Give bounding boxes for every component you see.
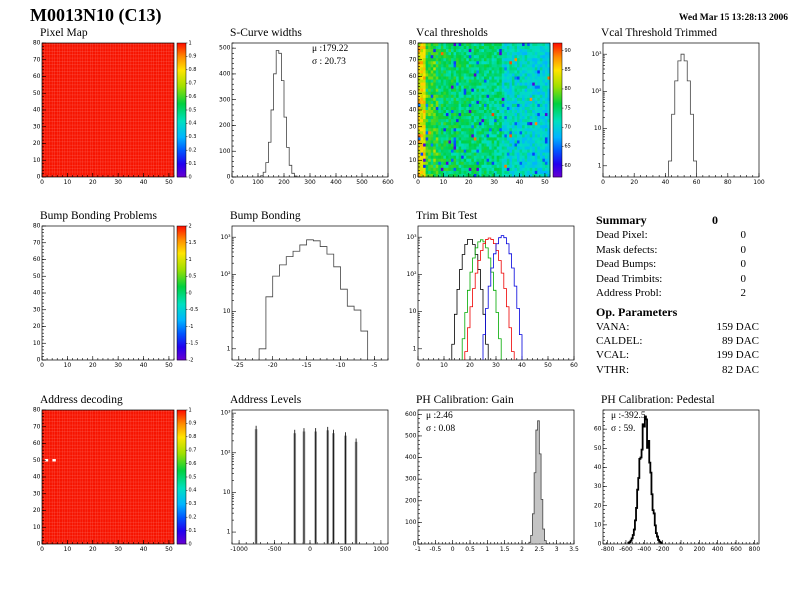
- panel-bump-bonding: Bump Bonding: [218, 210, 408, 380]
- op-label: VTHR:: [596, 363, 629, 376]
- panel-scurve-widths: S-Curve widths μ :179.22 σ : 20.73: [218, 27, 408, 197]
- summary-label: Dead Bumps:: [596, 258, 657, 271]
- summary-title: Summary: [596, 213, 647, 227]
- bump-bonding-plot: [218, 223, 404, 375]
- address-decoding-plot: [28, 407, 214, 559]
- plot-title: Address decoding: [40, 394, 123, 406]
- summary-value: 0: [740, 272, 747, 285]
- summary-row: Mask defects: 0: [596, 243, 746, 258]
- page-title: M0013N10 (C13): [30, 5, 162, 25]
- op-row: VCAL: 199 DAC: [596, 348, 759, 362]
- panel-address-levels: Address Levels: [218, 394, 408, 564]
- op-label: CALDEL:: [596, 335, 643, 348]
- summary-label: Dead Pixel:: [596, 229, 648, 241]
- summary-label: Mask defects:: [596, 243, 658, 256]
- panel-bump-problems: Bump Bonding Problems: [28, 210, 218, 380]
- stat-mu: μ :-392.5: [611, 411, 646, 421]
- plot-title: Address Levels: [230, 394, 302, 406]
- bump-problems-plot: [28, 223, 214, 375]
- plot-title: PH Calibration: Gain: [416, 394, 514, 406]
- panel-summary: Summary 0 Dead Pixel: 0 Mask defects: 0 …: [596, 213, 786, 383]
- op-row: VTHR: 82 DAC: [596, 363, 759, 377]
- plot-title: Vcal thresholds: [416, 27, 488, 39]
- summary-value: 2: [740, 287, 747, 300]
- op-value: 89 DAC: [722, 335, 759, 348]
- panel-trim-bit-test: Trim Bit Test: [404, 210, 594, 380]
- stat-sigma: σ : 0.08: [426, 424, 456, 434]
- panel-vcal-thresholds: Vcal thresholds: [404, 27, 594, 197]
- ph-gain-plot: [404, 407, 590, 559]
- scurve-widths-plot: [218, 40, 404, 192]
- panel-vcal-trimmed: Vcal Threshold Trimmed: [589, 27, 779, 197]
- timestamp: Wed Mar 15 13:28:13 2006: [678, 13, 788, 23]
- vcal-thresholds-plot: [404, 40, 590, 192]
- stat-sigma: σ : 20.73: [312, 57, 346, 67]
- summary-label: Dead Trimbits:: [596, 272, 663, 285]
- panel-ph-pedestal: PH Calibration: Pedestal μ :-392.5 σ : 5…: [589, 394, 779, 564]
- summary-value: 0: [740, 229, 747, 241]
- stats-box: μ :-392.5 σ : 59.: [611, 410, 646, 436]
- op-label: VANA:: [596, 320, 630, 333]
- trim-bit-test-plot: [404, 223, 590, 375]
- op-value: 159 DAC: [716, 320, 759, 333]
- ph-pedestal-plot: [589, 407, 775, 559]
- summary-total: 0: [712, 213, 718, 227]
- op-value: 82 DAC: [722, 363, 759, 376]
- plot-title: S-Curve widths: [230, 27, 302, 39]
- summary-row: Dead Trimbits: 0: [596, 272, 746, 287]
- summary-value: 0: [740, 243, 747, 256]
- stats-box: μ :179.22 σ : 20.73: [312, 43, 348, 69]
- plot-title: Bump Bonding: [230, 210, 301, 222]
- plot-title: Pixel Map: [40, 27, 88, 39]
- summary-row: Dead Pixel: 0: [596, 228, 746, 243]
- op-parameters-title: Op. Parameters: [596, 304, 678, 319]
- stat-mu: μ :179.22: [312, 44, 349, 54]
- plot-title: Trim Bit Test: [416, 210, 478, 222]
- summary-row: Dead Bumps: 0: [596, 257, 746, 272]
- summary-row: Address Probl: 2: [596, 286, 746, 301]
- stats-box: μ :2.46 σ : 0.08: [426, 410, 455, 436]
- stat-mu: μ :2.46: [426, 411, 453, 421]
- op-label: VCAL:: [596, 349, 629, 362]
- panel-ph-gain: PH Calibration: Gain μ :2.46 σ : 0.08: [404, 394, 594, 564]
- op-value: 199 DAC: [716, 349, 759, 362]
- summary-label: Address Probl:: [596, 287, 662, 300]
- vcal-trimmed-plot: [589, 40, 775, 192]
- address-levels-plot: [218, 407, 404, 559]
- plot-title: Bump Bonding Problems: [40, 210, 157, 222]
- op-row: CALDEL: 89 DAC: [596, 334, 759, 348]
- stat-sigma: σ : 59.: [611, 424, 636, 434]
- summary-header: Summary 0: [596, 213, 718, 228]
- plot-title: Vcal Threshold Trimmed: [601, 27, 718, 39]
- plot-title: PH Calibration: Pedestal: [601, 394, 715, 406]
- panel-pixel-map: Pixel Map: [28, 27, 218, 197]
- panel-address-decoding: Address decoding: [28, 394, 218, 564]
- op-row: VANA: 159 DAC: [596, 320, 759, 334]
- pixel-map-plot: [28, 40, 214, 192]
- summary-value: 0: [740, 258, 747, 271]
